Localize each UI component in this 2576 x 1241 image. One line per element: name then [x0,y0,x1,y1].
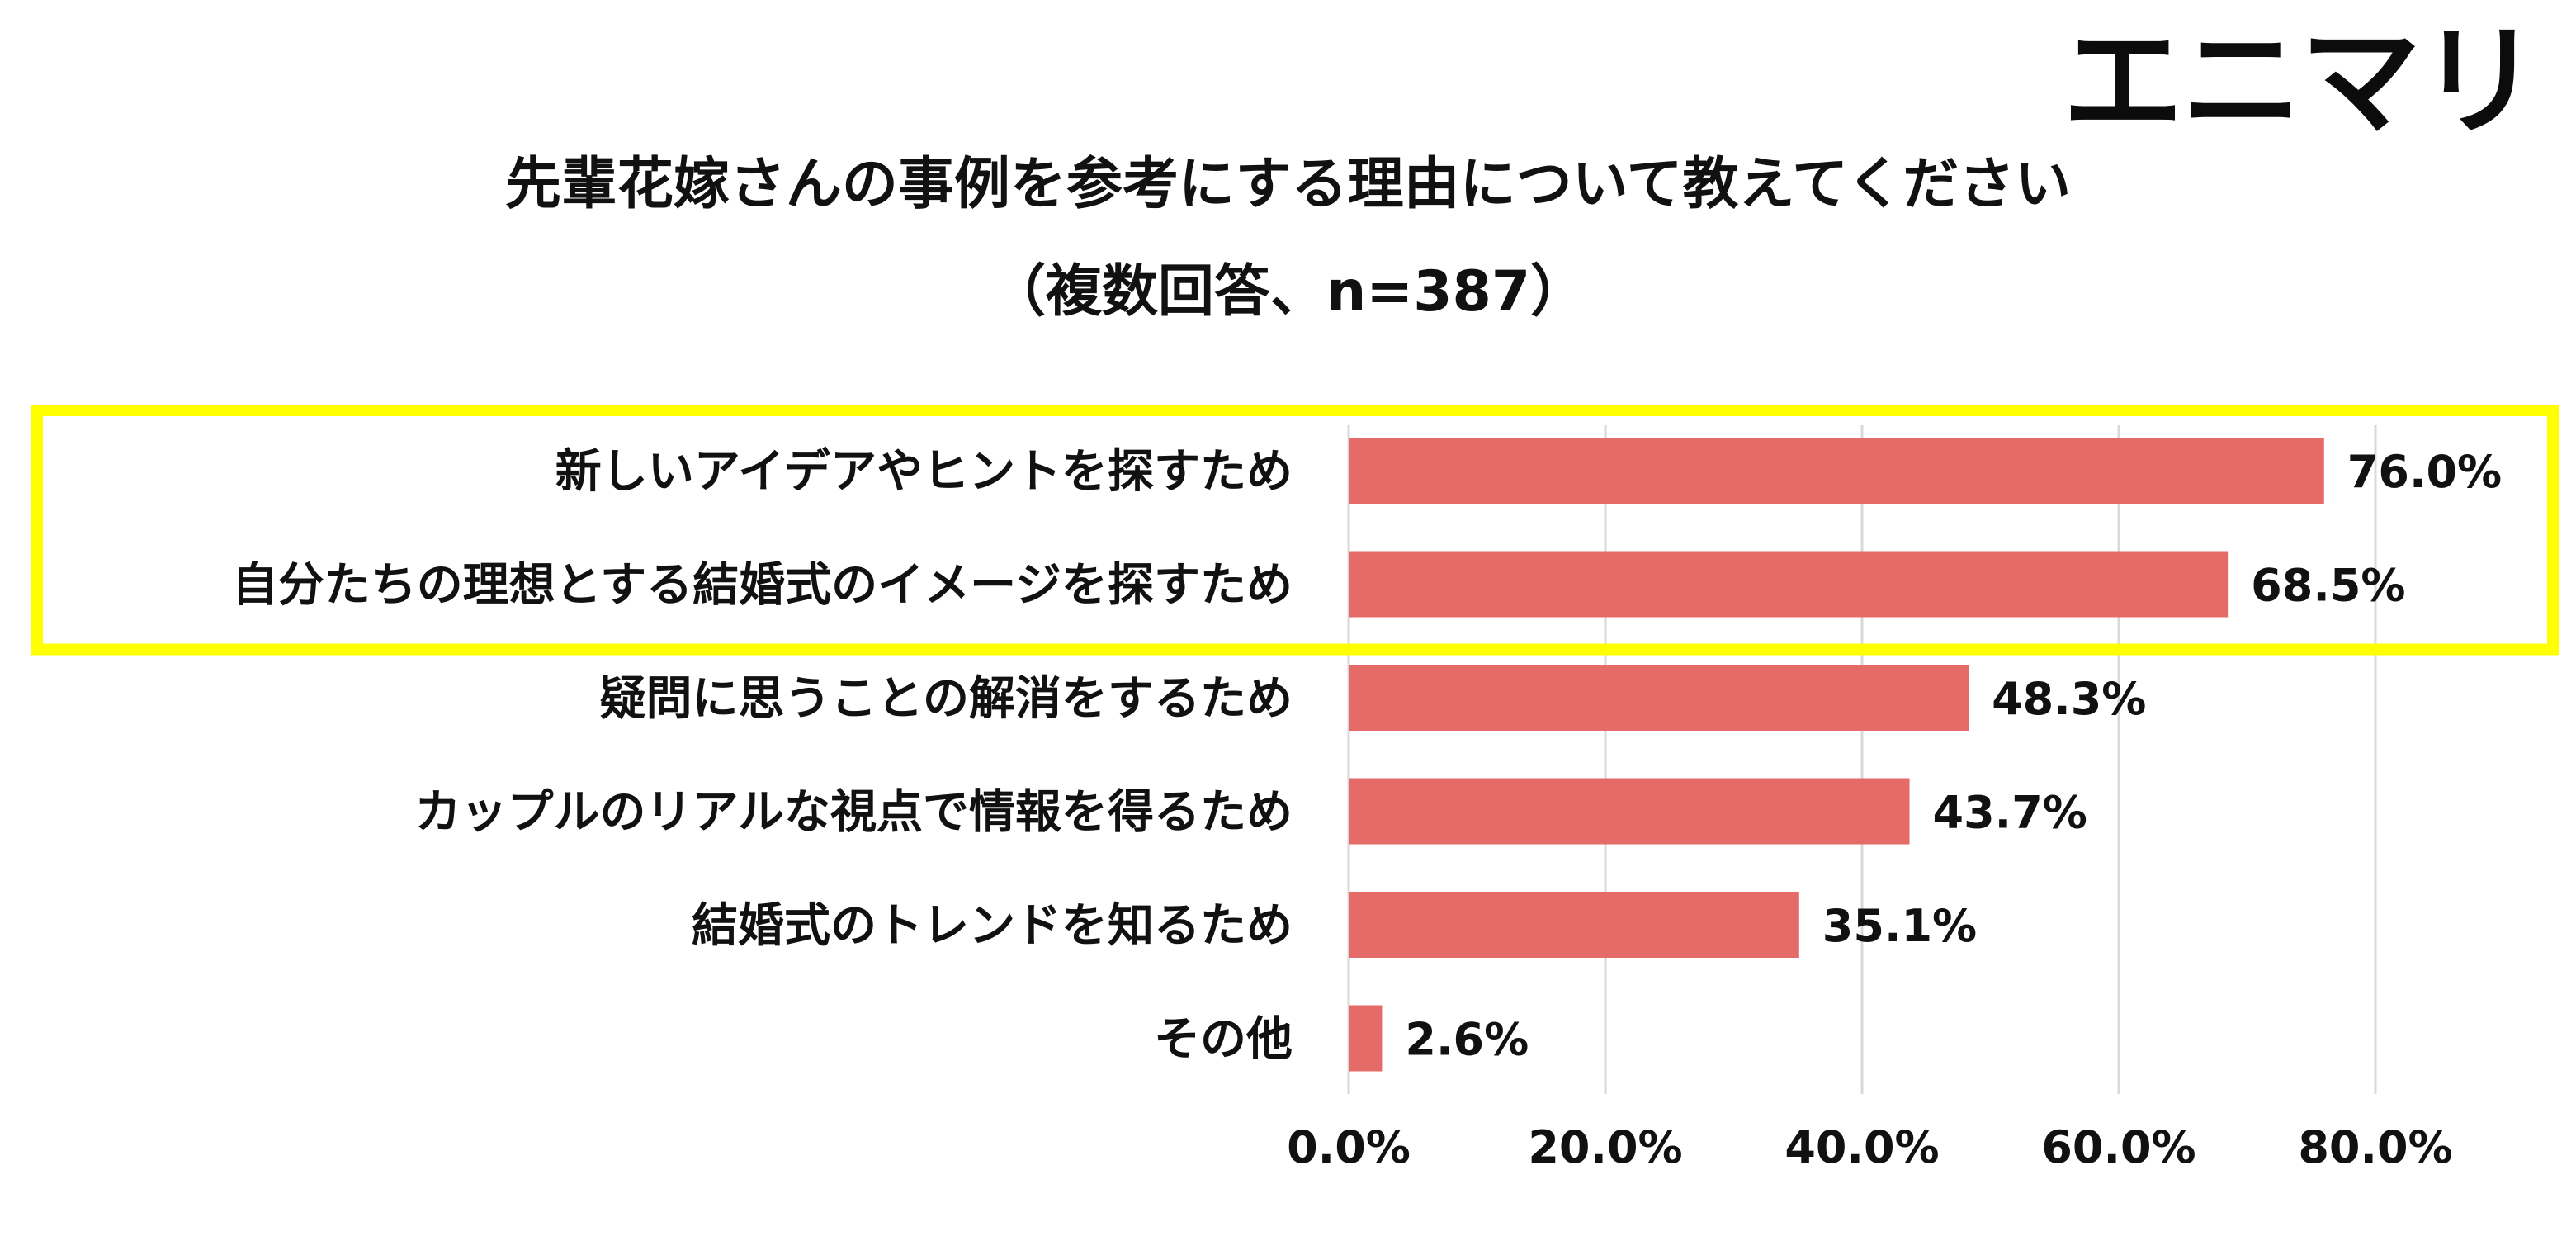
x-tick-label: 0.0% [1287,1121,1411,1173]
tick-layer: 0.0% 20.0% 40.0% 60.0% 80.0% [1287,1121,2453,1173]
value-label: 35.1% [1822,900,1977,952]
category-label: 結婚式のトレンドを知るため [692,899,1293,953]
category-label: その他 [1154,1013,1293,1067]
value-label: 2.6% [1405,1014,1529,1066]
grid-layer [1347,425,2377,1094]
value-label: 43.7% [1933,787,2087,839]
x-tick-label: 60.0% [2041,1121,2196,1173]
bar [1349,1005,1383,1072]
bar [1349,438,2324,504]
chart-title: 先輩花嫁さんの事例を参考にする理由について教えてください [504,152,2072,217]
chart-subtitle: （複数回答、n=387） [989,259,1587,324]
highlight-box [31,405,2559,656]
bar [1349,551,2229,618]
category-label: カップルのリアルな視点で情報を得るため [415,786,1293,840]
category-label: 新しいアイデアやヒントを探すため [555,445,1293,499]
value-label: 48.3% [1992,673,2146,725]
category-label: 自分たちの理想とする結婚式のイメージを探すため [232,559,1293,613]
value-label: 76.0% [2347,446,2502,498]
bar [1349,892,1799,958]
category-label: 疑問に思うことの解消をするため [600,672,1293,726]
x-tick-label: 20.0% [1528,1121,1682,1173]
x-tick-label: 80.0% [2298,1121,2452,1173]
bar [1349,665,1969,731]
bar [1349,778,1910,845]
bar-layer [1349,438,2324,1072]
chart-title-block: 先輩花嫁さんの事例を参考にする理由について教えてください （複数回答、n=387… [0,157,2576,320]
label-layer: 新しいアイデアやヒントを探すため 76.0% 自分たちの理想とする結婚式のイメージを… [232,445,2502,1067]
highlight-layer [31,405,2559,656]
brand-logo: エニマリ [2063,12,2540,152]
value-label: 68.5% [2251,560,2405,612]
x-tick-label: 40.0% [1784,1121,1939,1173]
